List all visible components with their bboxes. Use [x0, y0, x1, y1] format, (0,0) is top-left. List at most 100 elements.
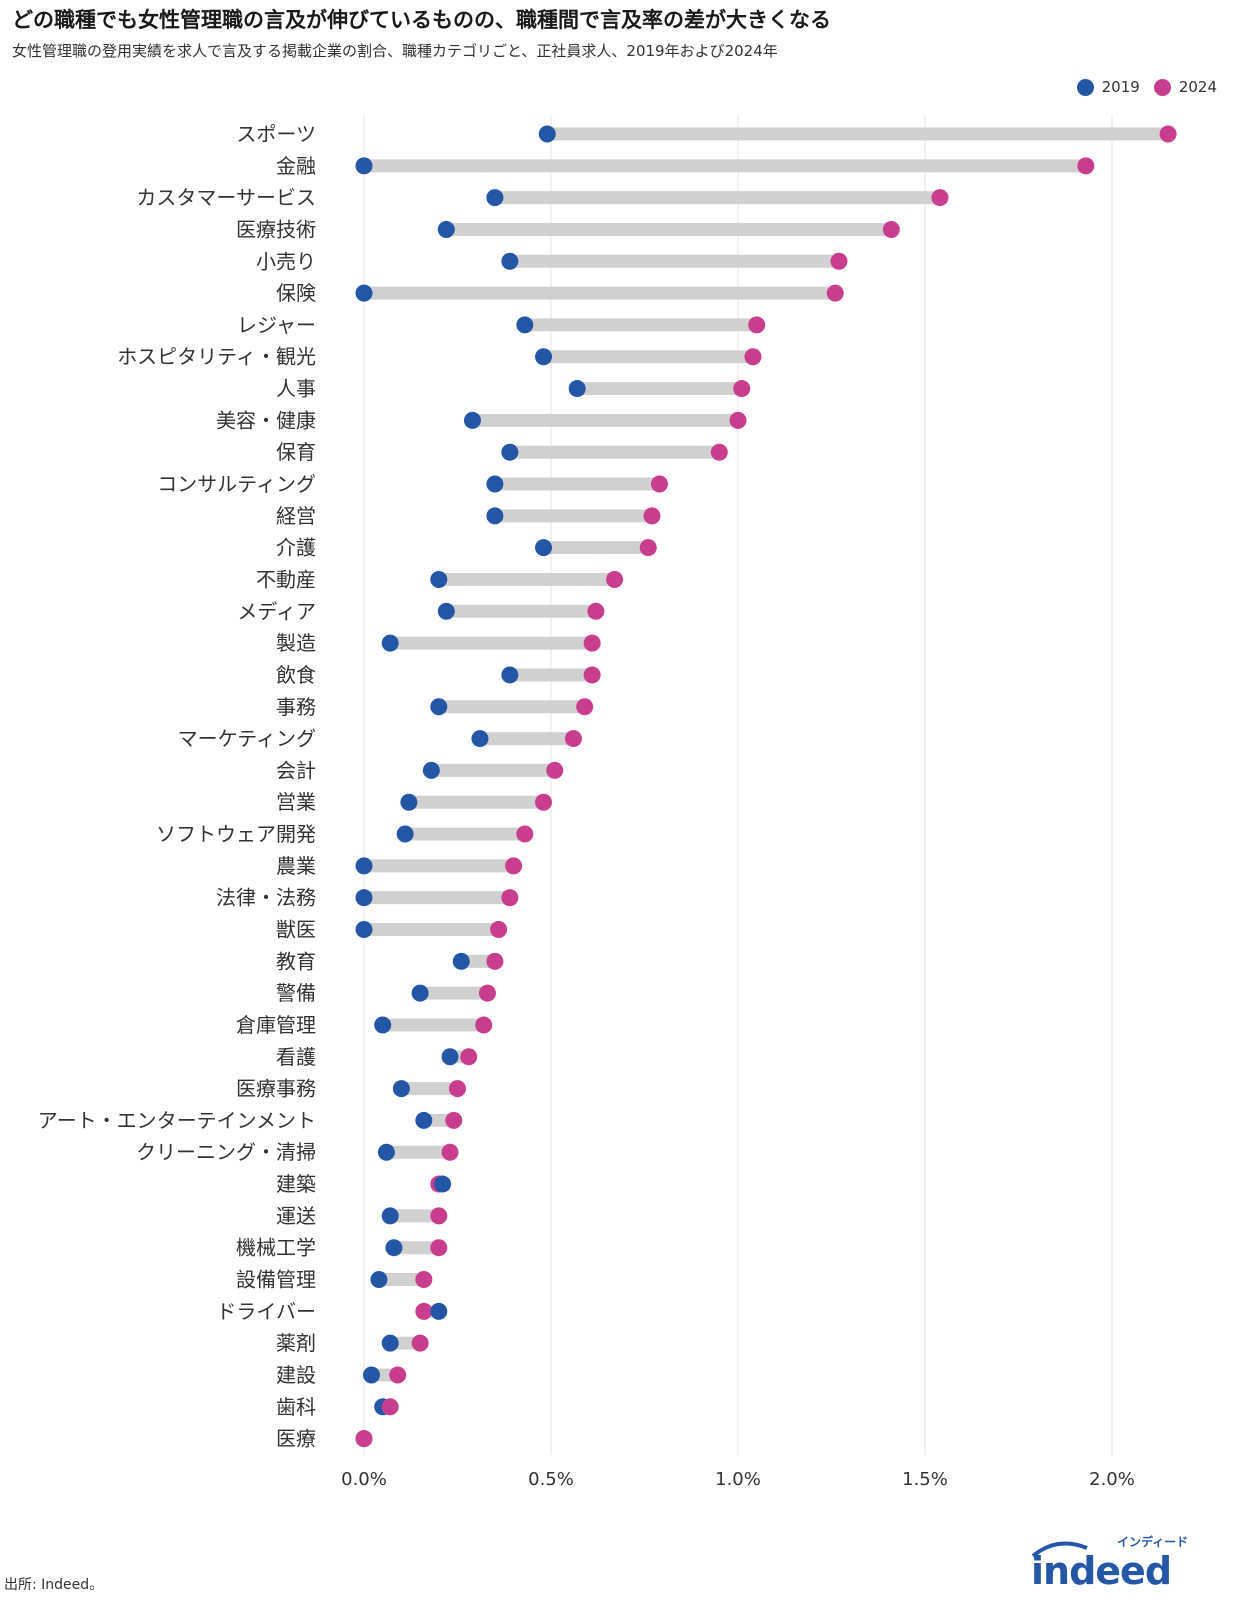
- category-label: 事務: [276, 695, 316, 719]
- dot-2019: [430, 1302, 448, 1320]
- dot-layer: [355, 125, 1177, 1448]
- dot-2019: [381, 1207, 399, 1225]
- dot-2019: [535, 348, 553, 366]
- dot-2019: [501, 252, 519, 270]
- dot-2024: [744, 348, 762, 366]
- dot-2019: [463, 411, 481, 429]
- category-label: 保育: [276, 440, 316, 464]
- dot-2019: [422, 761, 440, 779]
- category-label: 建築: [276, 1172, 316, 1196]
- x-tick-label: 2.0%: [1089, 1469, 1135, 1490]
- dot-2019: [400, 793, 418, 811]
- category-label: アート・エンターテインメント: [38, 1108, 316, 1132]
- dot-2019: [381, 1334, 399, 1352]
- category-label: 経営: [276, 504, 316, 528]
- category-label: 農業: [276, 854, 316, 878]
- category-label: 教育: [276, 949, 316, 973]
- dot-2019: [370, 1271, 388, 1289]
- category-label: マーケティング: [178, 727, 316, 751]
- dot-2019: [437, 220, 455, 238]
- category-label: メディア: [237, 599, 316, 623]
- dot-2024: [1159, 125, 1177, 143]
- connector-layer: [364, 127, 1169, 1414]
- dot-2024: [415, 1271, 433, 1289]
- legend-label-2024: 2024: [1178, 78, 1217, 96]
- dot-2019: [568, 380, 586, 398]
- dot-2024: [748, 316, 766, 334]
- category-label: 小売り: [256, 249, 316, 273]
- dot-2019: [392, 1080, 410, 1098]
- dot-2024: [1077, 157, 1095, 175]
- category-label: 人事: [276, 377, 316, 401]
- legend-item-2019: 2019: [1076, 78, 1140, 96]
- category-label: 獣医: [276, 918, 316, 942]
- dot-2024: [430, 1207, 448, 1225]
- category-label: 警備: [276, 981, 316, 1005]
- category-label: 運送: [276, 1204, 316, 1228]
- dot-2024: [478, 984, 496, 1002]
- dot-2024: [430, 1239, 448, 1257]
- category-label: 製造: [276, 631, 316, 655]
- dot-2019: [535, 539, 553, 557]
- dot-2024: [381, 1398, 399, 1416]
- chart-title: どの職種でも女性管理職の言及が伸びているものの、職種間で言及率の差が大きくなる: [12, 8, 831, 32]
- category-label: 美容・健康: [216, 408, 316, 432]
- category-label: 金融: [276, 154, 316, 178]
- category-label: 不動産: [256, 567, 316, 591]
- dot-2024: [576, 698, 594, 716]
- dot-2024: [441, 1143, 459, 1161]
- category-label: 機械工学: [236, 1236, 316, 1260]
- dot-2019: [396, 825, 414, 843]
- dot-2024: [729, 411, 747, 429]
- dot-2019: [486, 475, 504, 493]
- dot-2024: [535, 793, 553, 811]
- dot-2024: [830, 252, 848, 270]
- dot-2024: [587, 602, 605, 620]
- category-label: 医療: [276, 1427, 316, 1451]
- dot-2019: [355, 157, 373, 175]
- category-label: ドライバー: [216, 1299, 316, 1323]
- dot-2019: [355, 921, 373, 938]
- source-note: 出所: Indeed。: [4, 1577, 104, 1593]
- dot-2019: [377, 1143, 395, 1161]
- x-tick-label: 1.0%: [715, 1469, 761, 1490]
- category-label: 医療技術: [236, 217, 316, 241]
- chart-subtitle: 女性管理職の登用実績を求人で言及する掲載企業の割合、職種カテゴリごと、正社員求人…: [12, 42, 778, 60]
- dot-2019: [355, 857, 373, 875]
- dot-2024: [606, 570, 624, 588]
- legend-label-2019: 2019: [1101, 78, 1140, 96]
- category-label: 倉庫管理: [236, 1013, 316, 1037]
- dot-2024: [639, 539, 657, 557]
- dot-2024: [583, 634, 601, 652]
- x-axis-tick-layer: 0.0% 0.5% 1.0% 1.5% 2.0%: [341, 1469, 1135, 1490]
- category-label: 営業: [276, 790, 316, 814]
- dot-2024: [415, 1302, 433, 1320]
- dot-2024: [882, 220, 900, 238]
- category-label: 看護: [276, 1045, 316, 1069]
- dot-2019: [355, 889, 373, 907]
- dot-2019: [362, 1366, 380, 1384]
- x-tick-label: 0.0%: [341, 1469, 387, 1490]
- chart-legend: 2019 2024: [1063, 78, 1217, 96]
- dot-2019: [355, 284, 373, 302]
- dot-2024: [490, 921, 508, 938]
- dot-2019: [471, 730, 489, 748]
- dot-2019: [374, 1016, 392, 1034]
- dot-2024: [546, 761, 564, 779]
- legend-item-2024: 2024: [1153, 78, 1217, 96]
- dot-2024: [710, 443, 728, 461]
- dot-2019: [411, 984, 429, 1002]
- dot-2019: [441, 1048, 459, 1066]
- logo-wordmark: indeed: [1031, 1549, 1171, 1590]
- x-tick-label: 1.5%: [902, 1469, 948, 1490]
- grid-layer: [363, 115, 1113, 1455]
- dot-2024: [486, 952, 504, 970]
- dot-2019: [385, 1239, 403, 1257]
- category-label: 会計: [276, 758, 316, 782]
- category-label: スポーツ: [236, 122, 316, 146]
- category-label: コンサルティング: [157, 472, 316, 496]
- x-tick-label: 0.5%: [528, 1469, 574, 1490]
- dot-2024: [411, 1334, 429, 1352]
- dot-2019: [437, 602, 455, 620]
- dot-2019: [430, 698, 448, 716]
